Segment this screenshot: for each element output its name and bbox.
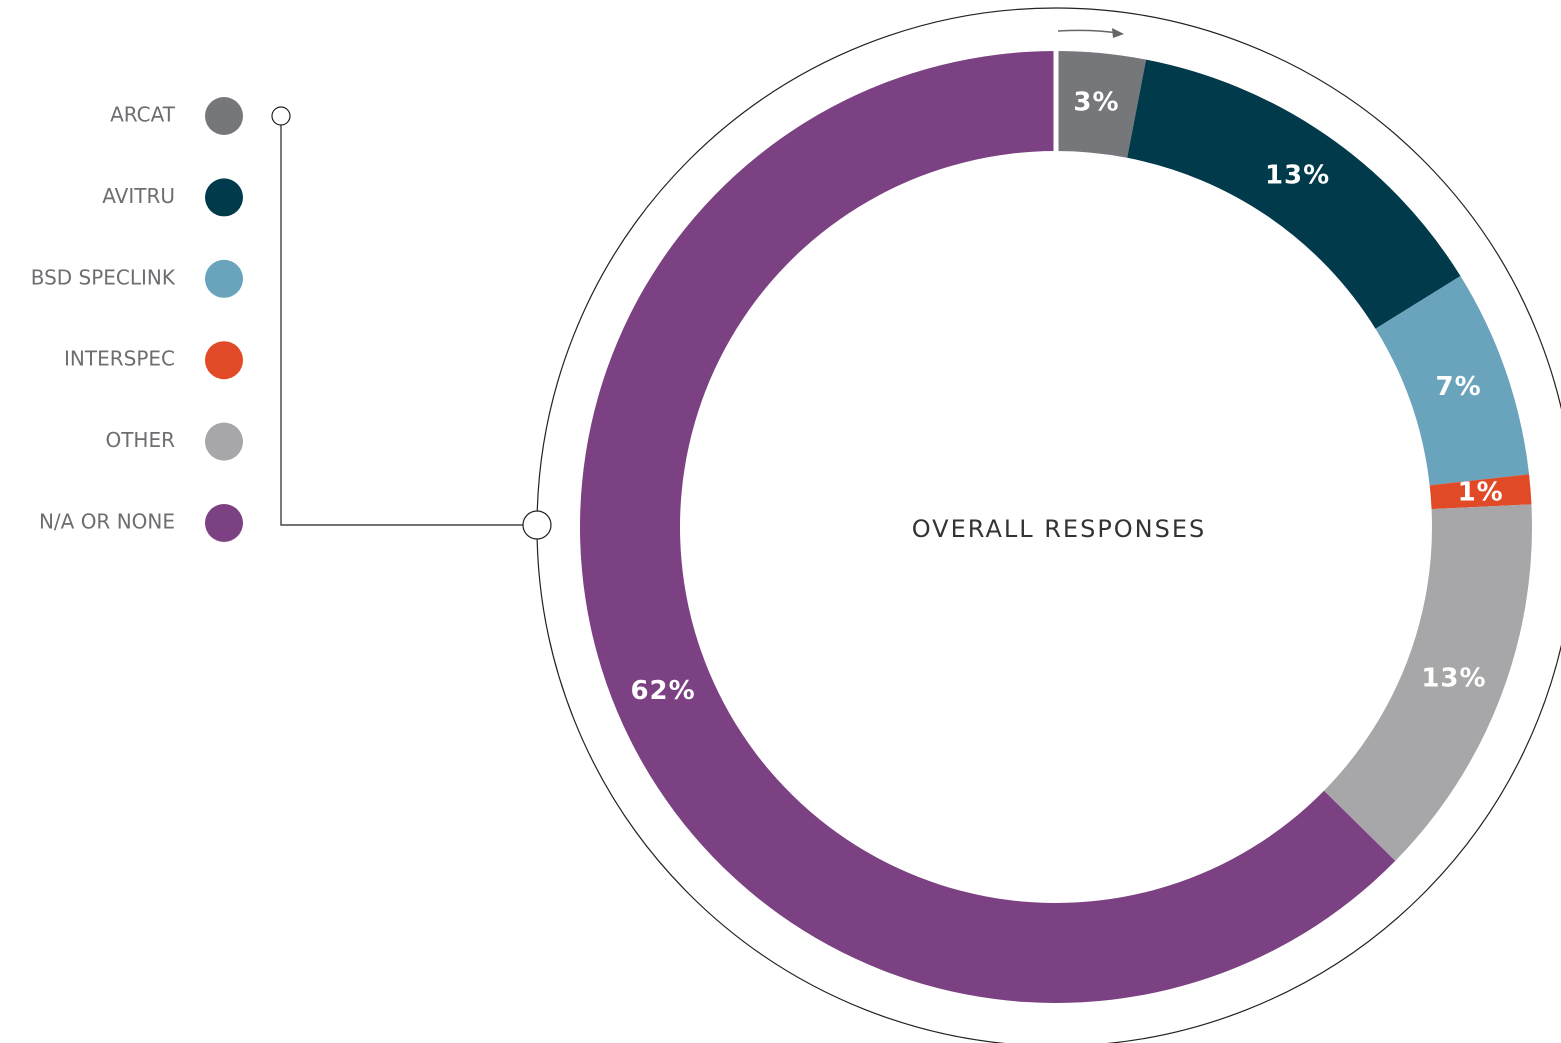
donut-segment [1323,504,1532,861]
data-label: 62% [630,676,695,706]
donut-segment [1429,474,1532,510]
donut-segment [1056,51,1147,158]
data-label: 13% [1265,161,1330,191]
data-label: 13% [1421,664,1486,694]
legend-label: INTERSPEC [64,347,175,371]
donut-segment [1375,276,1530,486]
legend-swatch [205,97,243,135]
connector [280,125,523,526]
data-label: 1% [1458,478,1504,508]
legend-label: AVITRU [102,184,175,208]
legend-label: N/A OR NONE [39,510,175,534]
legend-swatch [205,341,243,380]
chart-title: OVERALL RESPONSES [912,515,1207,543]
data-label: 3% [1073,87,1119,117]
data-label: 7% [1435,372,1481,402]
legend-swatch [205,259,243,298]
legend-label: ARCAT [110,103,176,127]
connector-dot [271,106,291,126]
arrow-head [1112,28,1124,38]
legend-swatch [205,178,243,217]
legend-label: BSD SPECLINK [31,265,176,289]
legend-swatch [205,504,243,542]
legend-swatch [205,422,243,461]
connector-dot [522,510,552,540]
donut-segment [580,51,1396,1004]
direction-arrow [1057,29,1119,34]
legend-label: OTHER [105,428,175,452]
donut-segment [1127,59,1461,329]
